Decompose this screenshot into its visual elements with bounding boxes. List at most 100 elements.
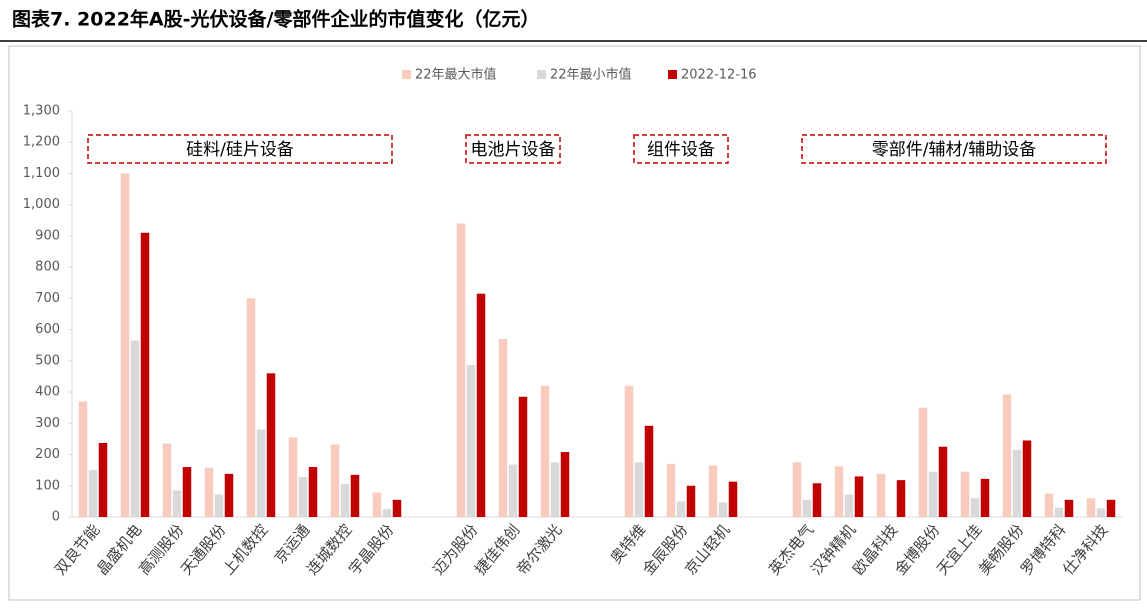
bar bbox=[140, 232, 150, 518]
bar bbox=[644, 425, 654, 517]
bar bbox=[1106, 499, 1116, 517]
bar bbox=[624, 385, 634, 517]
bar bbox=[298, 477, 308, 517]
bar bbox=[350, 474, 360, 517]
group-box bbox=[633, 134, 729, 164]
y-tick-label: 200 bbox=[35, 447, 60, 462]
legend-swatch bbox=[537, 70, 546, 79]
bar bbox=[918, 407, 928, 517]
bar bbox=[246, 298, 256, 517]
bar bbox=[960, 471, 970, 517]
bar bbox=[666, 463, 676, 517]
x-tick-label: 京运通 bbox=[271, 521, 314, 567]
bar bbox=[476, 293, 486, 517]
y-tick-label: 400 bbox=[35, 385, 60, 400]
bar bbox=[718, 502, 728, 517]
x-tick-label: 奥特维 bbox=[607, 521, 650, 567]
bar bbox=[266, 373, 276, 517]
legend-label: 2022-12-16 bbox=[681, 68, 757, 83]
bar bbox=[686, 485, 696, 517]
bar bbox=[88, 470, 98, 517]
bar bbox=[224, 473, 234, 517]
legend-label: 22年最小市值 bbox=[550, 67, 632, 83]
bar bbox=[812, 483, 822, 517]
bar bbox=[214, 494, 224, 517]
bar bbox=[540, 385, 550, 517]
group-label: 零部件/辅材/辅助设备 bbox=[872, 140, 1036, 160]
bar bbox=[466, 364, 476, 517]
bar bbox=[938, 446, 948, 517]
bar bbox=[1054, 507, 1064, 517]
bar bbox=[980, 478, 990, 517]
group-box bbox=[801, 134, 1107, 164]
legend-swatch bbox=[668, 70, 677, 79]
bar bbox=[792, 462, 802, 517]
bar bbox=[1064, 499, 1074, 517]
chart-frame bbox=[8, 45, 1141, 601]
y-tick-label: 300 bbox=[35, 416, 60, 431]
bar bbox=[1086, 498, 1096, 517]
x-tick-label: 宇晶股份 bbox=[345, 521, 397, 579]
y-tick-label: 600 bbox=[35, 322, 60, 337]
bar bbox=[330, 444, 340, 517]
bar bbox=[288, 437, 298, 517]
y-tick-label: 1,200 bbox=[23, 135, 60, 150]
group-label: 硅料/硅片设备 bbox=[186, 140, 294, 160]
bar bbox=[802, 499, 812, 517]
bar bbox=[518, 396, 528, 517]
x-tick-label: 上机数控 bbox=[219, 521, 271, 579]
bar bbox=[340, 484, 350, 517]
bar bbox=[508, 464, 518, 517]
bar bbox=[834, 466, 844, 517]
bar bbox=[372, 492, 382, 517]
bar bbox=[1002, 394, 1012, 517]
group-label: 组件设备 bbox=[647, 140, 715, 160]
group-box bbox=[465, 134, 561, 164]
group-label: 电池片设备 bbox=[471, 140, 556, 160]
bar bbox=[130, 340, 140, 517]
legend-label: 22年最大市值 bbox=[415, 67, 497, 83]
bar bbox=[676, 501, 686, 517]
bar bbox=[98, 442, 108, 517]
y-tick-label: 900 bbox=[35, 228, 60, 243]
bar bbox=[498, 338, 508, 517]
bar bbox=[308, 467, 318, 517]
bar bbox=[1022, 440, 1032, 517]
bar bbox=[708, 465, 718, 517]
x-tick-label: 帝尔激光 bbox=[513, 521, 565, 579]
y-tick-label: 1,300 bbox=[23, 104, 60, 119]
y-tick-label: 800 bbox=[35, 260, 60, 275]
bar bbox=[854, 476, 864, 517]
y-tick-label: 700 bbox=[35, 291, 60, 306]
x-tick-label: 京山轻机 bbox=[681, 521, 733, 579]
bar bbox=[550, 462, 560, 517]
bar bbox=[120, 173, 130, 517]
bar bbox=[256, 429, 266, 517]
x-tick-label: 仕净科技 bbox=[1059, 521, 1111, 579]
bar bbox=[560, 452, 570, 517]
bar bbox=[1096, 508, 1106, 517]
y-tick-label: 1,000 bbox=[23, 197, 60, 212]
y-tick-label: 500 bbox=[35, 353, 60, 368]
group-box bbox=[87, 134, 393, 164]
bar bbox=[392, 499, 402, 517]
bar bbox=[728, 481, 738, 517]
bar bbox=[634, 462, 644, 517]
chart-title: 图表7. 2022年A股-光伏设备/零部件企业的市值变化（亿元） bbox=[12, 8, 539, 31]
bar bbox=[182, 467, 192, 517]
bar bbox=[970, 498, 980, 517]
y-tick-label: 0 bbox=[52, 510, 60, 525]
bar bbox=[896, 480, 906, 517]
bar bbox=[928, 471, 938, 517]
bar bbox=[844, 494, 854, 517]
legend-swatch bbox=[402, 70, 411, 79]
bar bbox=[456, 223, 466, 517]
y-tick-label: 1,100 bbox=[23, 166, 60, 181]
bar bbox=[172, 490, 182, 517]
y-tick-label: 100 bbox=[35, 478, 60, 493]
bar bbox=[162, 443, 172, 517]
bar bbox=[382, 509, 392, 517]
bar bbox=[204, 467, 214, 517]
bar bbox=[1012, 449, 1022, 517]
